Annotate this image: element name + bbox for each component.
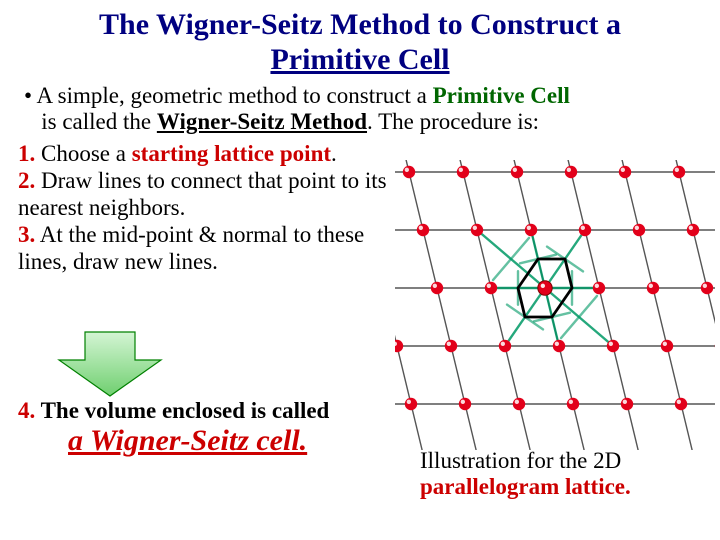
- step4-text: The volume enclosed is called: [35, 398, 329, 423]
- wigner-seitz-cell-label: a Wigner-Seitz cell.: [18, 424, 438, 458]
- intro-bullet: • A simple, geometric method to construc…: [0, 77, 720, 136]
- step4-num: 4.: [18, 398, 35, 423]
- bullet-mid: is called the: [36, 109, 157, 134]
- bullet-primitive-cell: Primitive Cell: [433, 83, 570, 108]
- caption-line2: parallelogram lattice.: [420, 474, 631, 499]
- step3-num: 3.: [18, 222, 35, 247]
- bullet-pre: A simple, geometric method to construct …: [37, 83, 433, 108]
- down-arrow-icon: [55, 328, 165, 405]
- steps-list: 1. Choose a starting lattice point. 2. D…: [0, 136, 408, 276]
- bullet-post: . The procedure is:: [367, 109, 539, 134]
- caption-line1: Illustration for the 2D: [420, 448, 621, 473]
- title-line2: Primitive Cell: [270, 43, 449, 76]
- step2-text: Draw lines to connect that point to its …: [18, 168, 387, 220]
- step4-block: 4. The volume enclosed is called a Wigne…: [18, 398, 438, 458]
- lattice-diagram: [395, 160, 715, 450]
- bullet-ws-method: Wigner-Seitz Method: [157, 109, 367, 134]
- step1-b: starting lattice point: [132, 141, 331, 166]
- step1-a: Choose a: [35, 141, 131, 166]
- slide-title: The Wigner-Seitz Method to Construct a P…: [0, 0, 720, 77]
- step2-num: 2.: [18, 168, 35, 193]
- title-line1: The Wigner-Seitz Method to Construct a: [99, 8, 621, 41]
- step1-num: 1.: [18, 141, 35, 166]
- step1-c: .: [331, 141, 337, 166]
- diagram-caption: Illustration for the 2D parallelogram la…: [420, 448, 631, 501]
- step3-text: At the mid-point & normal to these lines…: [18, 222, 364, 274]
